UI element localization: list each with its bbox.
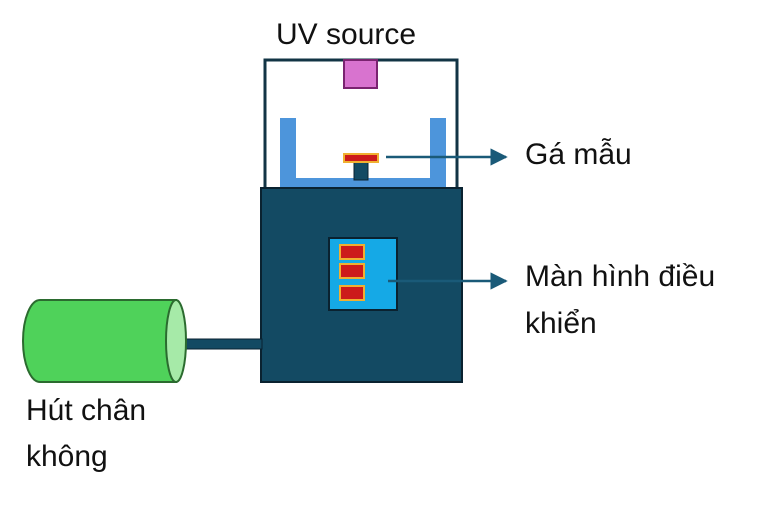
- screen-button-2[interactable]: [339, 263, 365, 279]
- sample-holder-stem: [353, 160, 369, 181]
- control-screen-label-line1: Màn hình điều: [525, 260, 716, 293]
- vacuum-label-line2: không: [26, 440, 108, 473]
- screen-button-3[interactable]: [339, 285, 365, 301]
- uv-lamp: [343, 59, 378, 89]
- tray-left-wall: [280, 118, 296, 190]
- tray-right-wall: [430, 118, 446, 190]
- vacuum-label-line1: Hút chân: [26, 394, 147, 427]
- vacuum-pump-face: [165, 299, 187, 383]
- uv-source-label: UV source: [276, 18, 417, 51]
- vacuum-hose: [182, 338, 263, 350]
- sample-holder-label: Gá mẫu: [525, 138, 632, 171]
- sample-holder-plate: [343, 153, 379, 163]
- vacuum-pump-body: [22, 299, 177, 383]
- screen-button-1[interactable]: [339, 244, 365, 260]
- control-screen-label-line2: khiển: [525, 307, 597, 340]
